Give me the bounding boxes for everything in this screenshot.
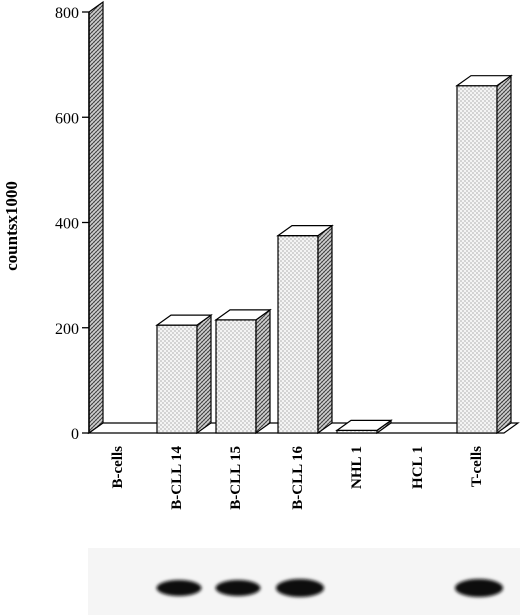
bar-front <box>215 319 257 434</box>
bar-front <box>456 85 498 434</box>
western-blot-strip <box>88 548 520 615</box>
bar <box>214 308 272 435</box>
blot-band <box>455 579 503 597</box>
bar-top <box>155 314 213 326</box>
y-axis: 0 200 400 600 800 <box>55 5 90 443</box>
y-tick-label: 800 <box>55 5 79 22</box>
x-tick-label: B-CLL 14 <box>169 446 185 510</box>
y-tick-label: 200 <box>55 321 79 338</box>
bars <box>155 74 513 435</box>
bar <box>455 74 513 435</box>
bar-side <box>255 308 271 435</box>
bar <box>155 313 213 435</box>
bar-side <box>496 74 512 435</box>
bar-front <box>156 324 198 434</box>
x-tick-label: B-cells <box>110 446 126 489</box>
bar-side <box>317 224 333 435</box>
bar-top <box>276 225 334 237</box>
blot-band <box>156 580 202 596</box>
y-axis-title: countsx1000 <box>2 181 21 271</box>
bar-side <box>196 313 212 435</box>
x-tick-label: T-cells <box>469 446 485 487</box>
back-wall-face <box>88 0 104 435</box>
y-tick-label: 600 <box>55 110 79 127</box>
x-tick-label: HCL 1 <box>410 446 426 489</box>
y-tick-label: 400 <box>55 216 79 233</box>
blot-band <box>276 579 324 597</box>
bar-top <box>335 419 393 431</box>
x-axis-labels: B-cells B-CLL 14 B-CLL 15 B-CLL 16 NHL 1 HCL … <box>110 446 485 510</box>
bar-top <box>214 309 272 321</box>
bar-top <box>455 75 513 87</box>
x-tick-label: B-CLL 15 <box>228 446 244 510</box>
back-wall <box>88 0 104 435</box>
x-tick-label: B-CLL 16 <box>290 446 306 510</box>
bar <box>276 224 334 435</box>
y-tick-label: 0 <box>71 426 79 443</box>
x-tick-label: NHL 1 <box>349 446 365 489</box>
blot-band <box>215 580 261 596</box>
bar-front <box>277 235 319 434</box>
bar <box>335 419 393 435</box>
